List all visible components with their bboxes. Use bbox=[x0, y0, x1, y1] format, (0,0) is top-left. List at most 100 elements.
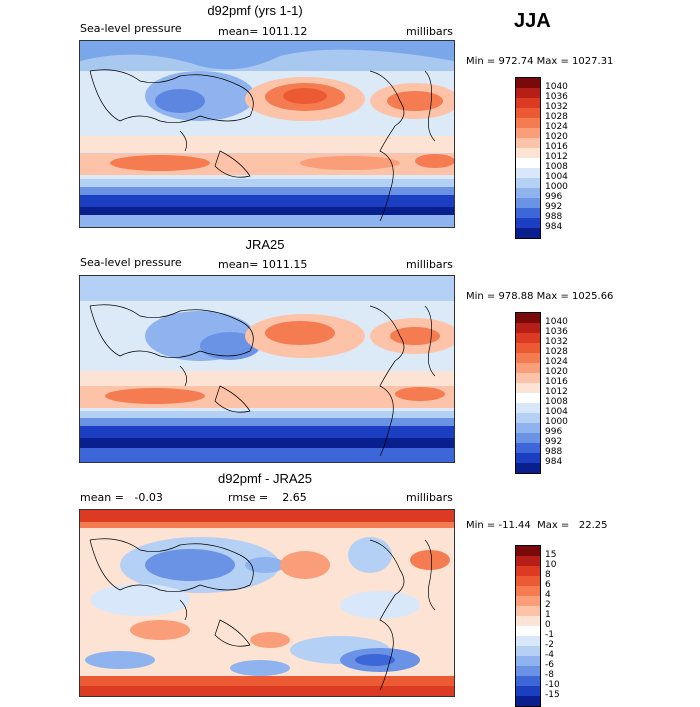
panel-2-colorbar-cell bbox=[516, 323, 540, 333]
colorbar-tick-label: 8 bbox=[545, 570, 551, 580]
panel-2-map-svg bbox=[80, 276, 454, 462]
panel-2-colorbar-labels: 1040 1036 1032 1028 1024 1020 1016 1012 … bbox=[545, 312, 568, 467]
panel-1-colorbar-cell bbox=[516, 218, 540, 228]
panel-3-colorbar-cell bbox=[516, 656, 540, 666]
panel-1-colorbar-cell bbox=[516, 138, 540, 148]
panel-2-colorbar-cell bbox=[516, 343, 540, 353]
colorbar-tick-label: 1024 bbox=[545, 122, 568, 132]
panel-2-variable-label: Sea-level pressure bbox=[80, 256, 182, 269]
panel-2-colorbar-cell bbox=[516, 363, 540, 373]
panel-3-map-svg bbox=[80, 510, 454, 696]
colorbar-tick-label: 1004 bbox=[545, 172, 568, 182]
colorbar-tick-label: 1036 bbox=[545, 327, 568, 337]
panel-1-colorbar-cell bbox=[516, 108, 540, 118]
panel-3-colorbar-cell bbox=[516, 606, 540, 616]
panel-1-colorbar-cell bbox=[516, 198, 540, 208]
panel-1-variable-label: Sea-level pressure bbox=[80, 22, 182, 35]
colorbar-tick-label: 984 bbox=[545, 457, 563, 467]
panel-1-units-label: millibars bbox=[406, 25, 453, 38]
colorbar-tick-label: 992 bbox=[545, 202, 563, 212]
panel-2-colorbar-cell bbox=[516, 433, 540, 443]
panel-2-mean-label: mean= 1011.15 bbox=[218, 258, 308, 271]
colorbar-tick-label: 988 bbox=[545, 212, 563, 222]
colorbar-tick-label: 992 bbox=[545, 437, 563, 447]
colorbar-tick-label: 1024 bbox=[545, 357, 568, 367]
panel-3-title: d92pmf - JRA25 bbox=[218, 471, 312, 486]
colorbar-tick-label: -1 bbox=[545, 630, 554, 640]
panel-1-colorbar-cell bbox=[516, 118, 540, 128]
colorbar-tick-label: 4 bbox=[545, 590, 551, 600]
colorbar-tick-label: 1012 bbox=[545, 387, 568, 397]
colorbar-tick-label: 1016 bbox=[545, 377, 568, 387]
colorbar-tick-label: 984 bbox=[545, 222, 563, 232]
colorbar-tick-label: 1040 bbox=[545, 317, 568, 327]
colorbar-tick-label: -2 bbox=[545, 640, 554, 650]
panel-1-mean-label: mean= 1011.12 bbox=[218, 25, 308, 38]
colorbar-tick-label: 1020 bbox=[545, 132, 568, 142]
panel-3-colorbar-cell bbox=[516, 566, 540, 576]
colorbar-tick-label: 1028 bbox=[545, 112, 568, 122]
colorbar-tick-label: 1000 bbox=[545, 417, 568, 427]
panel-1-colorbar-cell bbox=[516, 208, 540, 218]
panel-2-colorbar-cell bbox=[516, 393, 540, 403]
panel-3-colorbar-cell bbox=[516, 626, 540, 636]
colorbar-tick-label: 996 bbox=[545, 427, 563, 437]
colorbar-tick-label: -10 bbox=[545, 680, 560, 690]
panel-1-colorbar-cell bbox=[516, 168, 540, 178]
panel-3-colorbar bbox=[515, 545, 541, 707]
panel-1-colorbar-cell bbox=[516, 178, 540, 188]
panel-2-colorbar-cell bbox=[516, 443, 540, 453]
panel-1-colorbar-cell bbox=[516, 148, 540, 158]
season-label: JJA bbox=[514, 10, 551, 32]
panel-1-colorbar-cell bbox=[516, 78, 540, 88]
colorbar-tick-label: -8 bbox=[545, 670, 554, 680]
panel-3-colorbar-cell bbox=[516, 646, 540, 656]
panel-2-units-label: millibars bbox=[406, 258, 453, 271]
panel-2-colorbar-cell bbox=[516, 423, 540, 433]
panel-2-colorbar-cell bbox=[516, 313, 540, 323]
colorbar-tick-label: 1040 bbox=[545, 82, 568, 92]
colorbar-tick-label: 1 bbox=[545, 610, 551, 620]
colorbar-tick-label: 1020 bbox=[545, 367, 568, 377]
panel-1-colorbar-cell bbox=[516, 188, 540, 198]
panel-1-map bbox=[79, 40, 455, 228]
panel-1-minmax: Min = 972.74 Max = 1027.31 bbox=[466, 56, 614, 67]
colorbar-tick-label: 1036 bbox=[545, 92, 568, 102]
colorbar-tick-label: 1016 bbox=[545, 142, 568, 152]
panel-3-colorbar-labels: 15 10 8 6 4 2 1 0 -1 -2 -4 -6 -8 -10 -15 bbox=[545, 545, 560, 700]
colorbar-tick-label: 1008 bbox=[545, 162, 568, 172]
panel-1-colorbar-cell bbox=[516, 228, 540, 238]
panel-2-colorbar-cell bbox=[516, 333, 540, 343]
colorbar-tick-label: 1032 bbox=[545, 102, 568, 112]
panel-2-colorbar-cell bbox=[516, 413, 540, 423]
panel-1-colorbar-labels: 1040 1036 1032 1028 1024 1020 1016 1012 … bbox=[545, 77, 568, 232]
panel-2-colorbar-cell bbox=[516, 353, 540, 363]
colorbar-tick-label: -4 bbox=[545, 650, 554, 660]
colorbar-tick-label: 10 bbox=[545, 560, 557, 570]
panel-1-colorbar-cell bbox=[516, 88, 540, 98]
panel-2-colorbar-cell bbox=[516, 463, 540, 473]
panel-1-title: d92pmf (yrs 1-1) bbox=[207, 3, 303, 18]
panel-2-map bbox=[79, 275, 455, 463]
colorbar-tick-label: 1000 bbox=[545, 182, 568, 192]
panel-3-colorbar-cell bbox=[516, 616, 540, 626]
panel-2-colorbar-cell bbox=[516, 373, 540, 383]
panel-3-colorbar-cell bbox=[516, 556, 540, 566]
panel-3-colorbar-cell bbox=[516, 696, 540, 706]
panel-2-colorbar-cell bbox=[516, 383, 540, 393]
panel-3-units-label: millibars bbox=[406, 491, 453, 504]
panel-3-colorbar-cell bbox=[516, 636, 540, 646]
panel-2-minmax: Min = 978.88 Max = 1025.66 bbox=[466, 291, 614, 302]
colorbar-tick-label: 15 bbox=[545, 550, 557, 560]
colorbar-tick-label: 0 bbox=[545, 620, 551, 630]
colorbar-tick-label: 988 bbox=[545, 447, 563, 457]
panel-3-minmax: Min = -11.44 Max = 22.25 bbox=[466, 520, 608, 531]
panel-3-colorbar-cell bbox=[516, 676, 540, 686]
panel-3-colorbar-cell bbox=[516, 586, 540, 596]
panel-1-colorbar-cell bbox=[516, 128, 540, 138]
panel-3-mean-label: mean = -0.03 bbox=[80, 491, 163, 504]
panel-3-map bbox=[79, 509, 455, 697]
panel-1-colorbar bbox=[515, 77, 541, 239]
panel-1-colorbar-cell bbox=[516, 158, 540, 168]
panel-3-colorbar-cell bbox=[516, 686, 540, 696]
